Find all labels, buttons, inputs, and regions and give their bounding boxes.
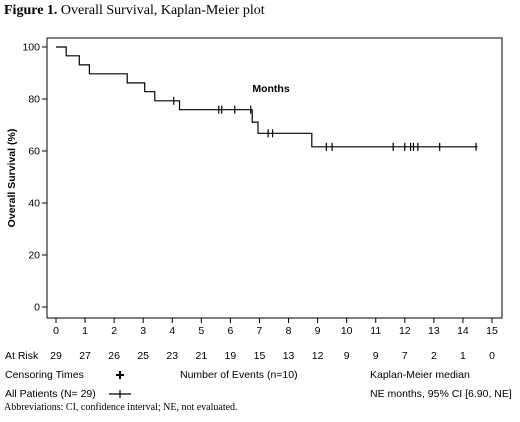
x-tick-label: 10 <box>341 325 353 337</box>
km-median-label: Kaplan-Meier median <box>370 369 470 381</box>
y-tick-label: 0 <box>34 302 40 314</box>
y-tick-label: 60 <box>28 146 40 158</box>
at-risk-count: 2 <box>430 350 437 362</box>
y-axis-label: Overall Survival (%) <box>6 129 18 228</box>
x-tick-label: 1 <box>82 325 88 337</box>
at-risk-count: 25 <box>137 350 150 362</box>
at-risk-label: At Risk <box>5 350 39 362</box>
all-patients-label: All Patients (N= 29) <box>5 388 96 400</box>
km-median-value: NE months, 95% CI [6.90, NE] <box>370 388 512 400</box>
at-risk-count: 7 <box>401 350 408 362</box>
number-of-events-label: Number of Events (n=10) <box>180 369 298 381</box>
y-tick-label: 20 <box>28 250 40 262</box>
x-tick-label: 0 <box>53 325 59 337</box>
y-tick-label: 80 <box>28 94 40 106</box>
x-tick-label: 7 <box>257 325 263 337</box>
at-risk-count: 21 <box>195 350 208 362</box>
censor-marks <box>173 96 477 151</box>
survival-curve <box>56 46 478 148</box>
x-axis-label: Months <box>252 83 289 95</box>
x-tick-label: 13 <box>428 325 440 337</box>
at-risk-count: 26 <box>108 350 120 362</box>
at-risk-count: 9 <box>372 350 379 362</box>
x-tick-label: 12 <box>399 325 411 337</box>
figure-title: Figure 1. Overall Survival, Kaplan-Meier… <box>4 3 265 19</box>
figure-title-text: Overall Survival, Kaplan-Meier plot <box>60 3 265 18</box>
x-tick-label: 15 <box>486 325 498 337</box>
at-risk-count: 13 <box>282 350 295 362</box>
x-tick-label: 5 <box>198 325 204 337</box>
at-risk-count: 29 <box>50 350 62 362</box>
x-tick-label: 4 <box>169 325 175 337</box>
patients-legend-icon <box>109 390 131 398</box>
at-risk-count: 27 <box>79 350 91 362</box>
x-tick-label: 8 <box>286 325 292 337</box>
y-axis: 0 20 40 60 80 100 <box>22 42 47 314</box>
at-risk-count: 0 <box>489 350 495 362</box>
x-tick-label: 14 <box>457 325 469 337</box>
x-tick-label: 9 <box>315 325 321 337</box>
at-risk-count: 23 <box>166 350 179 362</box>
x-axis: 0 1 2 3 4 5 6 7 8 9 10 11 12 13 14 15 <box>53 318 498 337</box>
censoring-times-label: Censoring Times <box>5 369 84 381</box>
x-tick-label: 2 <box>111 325 117 337</box>
x-tick-label: 6 <box>227 325 233 337</box>
at-risk-count: 12 <box>311 350 324 362</box>
y-tick-label: 40 <box>28 198 40 210</box>
at-risk-count: 9 <box>343 350 350 362</box>
at-risk-count: 15 <box>253 350 266 362</box>
y-tick-label: 100 <box>22 42 40 54</box>
censor-legend-icon <box>116 371 124 379</box>
plot-frame <box>46 37 503 319</box>
x-tick-label: 11 <box>370 325 381 337</box>
at-risk-count: 19 <box>224 350 237 362</box>
abbreviations-note: Abbreviations: CI, confidence interval; … <box>4 402 238 413</box>
figure-label: Figure 1. <box>4 3 58 18</box>
legend-glyphs <box>109 371 131 398</box>
x-tick-label: 3 <box>140 325 146 337</box>
at-risk-count: 1 <box>460 350 466 362</box>
